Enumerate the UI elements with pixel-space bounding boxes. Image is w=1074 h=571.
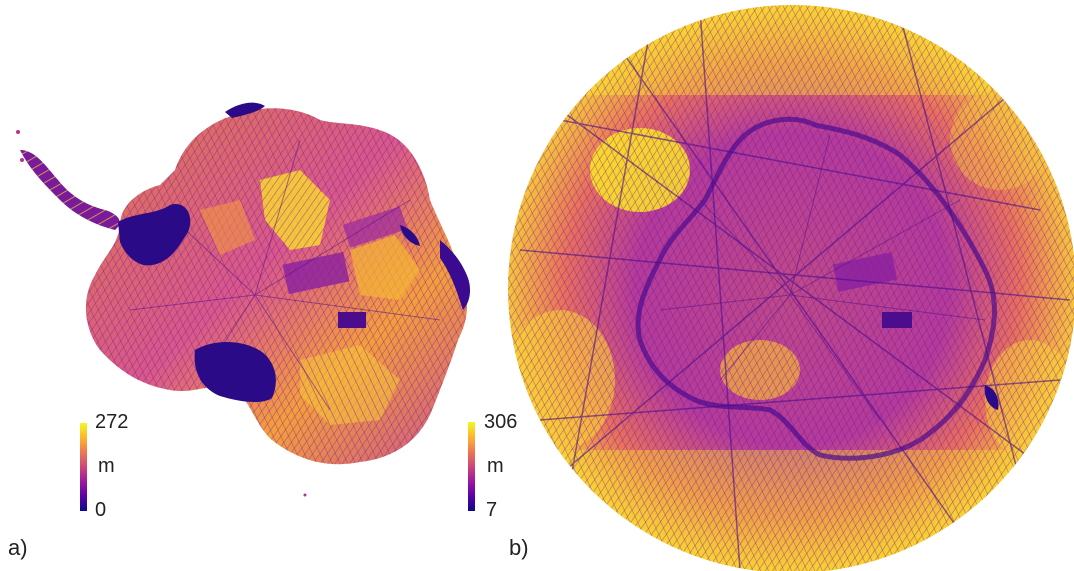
panel-label-a: a) [8, 535, 28, 560]
panel-label-b: b) [509, 535, 529, 560]
survey-block [338, 312, 366, 328]
weddell-ice-shelf [118, 204, 191, 266]
colorbar-b-min: 7 [486, 499, 498, 521]
colorbar-b-unit: m [487, 455, 504, 477]
colorbar-b-max: 306 [484, 411, 518, 433]
panel-b-map [508, 5, 1074, 571]
colorbar-a-max: 272 [95, 411, 129, 433]
colorbar-b [468, 422, 475, 511]
colorbar-a [80, 423, 87, 511]
colorbar-a-unit: m [98, 455, 115, 477]
panel-a-map [16, 102, 471, 497]
colorbar-a-min: 0 [95, 499, 107, 521]
ross-ice-shelf [194, 341, 276, 403]
